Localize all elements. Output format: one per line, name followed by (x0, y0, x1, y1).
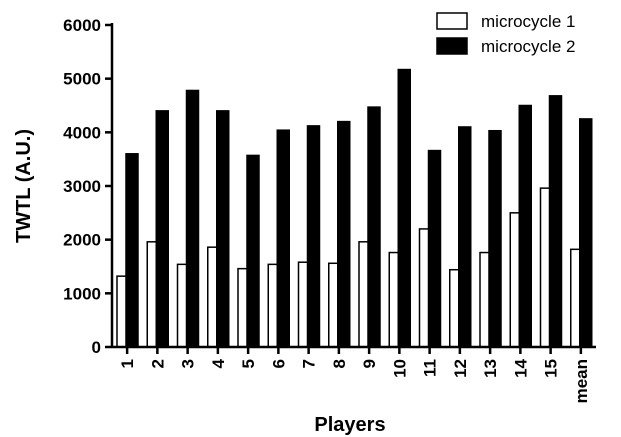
bar-microcycle-2-1 (125, 153, 139, 348)
bar-microcycle-2-6 (276, 129, 290, 348)
x-tick-label-mean: mean (572, 359, 591, 403)
x-tick-label-6: 6 (269, 359, 288, 368)
bar-microcycle-2-5 (246, 154, 260, 348)
bar-microcycle-2-9 (367, 106, 381, 348)
bar-microcycle-2-10 (397, 68, 411, 348)
legend-label-microcycle-1: microcycle 1 (481, 12, 575, 31)
x-tick-label-5: 5 (239, 359, 258, 368)
y-tick-label-5000: 5000 (63, 70, 101, 89)
x-tick-label-8: 8 (330, 359, 349, 368)
x-tick-label-9: 9 (360, 359, 379, 368)
bar-microcycle-2-13 (488, 129, 502, 348)
x-tick-label-3: 3 (179, 359, 198, 368)
bar-microcycle-2-12 (458, 126, 472, 348)
bar-microcycle-2-11 (427, 149, 442, 348)
y-ticks: 0 1000 2000 3000 4000 5000 6000 (63, 16, 112, 357)
x-tick-label-11: 11 (421, 359, 440, 377)
bar-microcycle-2-4 (216, 110, 230, 348)
x-tick-label-13: 13 (481, 359, 500, 378)
y-tick-label-1000: 1000 (63, 284, 101, 303)
y-tick-label-6000: 6000 (63, 16, 101, 35)
bar-microcycle-2-mean (579, 118, 593, 348)
bars-layer (116, 68, 593, 348)
x-tick-label-4: 4 (209, 358, 228, 368)
x-ticks: 1 2 3 4 5 6 7 8 9 10 11 12 13 14 15 mean (118, 347, 591, 403)
y-tick-label-0: 0 (92, 338, 101, 357)
legend: microcycle 1 microcycle 2 (436, 12, 575, 56)
x-tick-label-1: 1 (118, 359, 137, 368)
x-tick-label-12: 12 (451, 359, 470, 378)
y-axis-title: TWTL (A.U.) (13, 129, 35, 243)
y-tick-label-4000: 4000 (63, 123, 101, 142)
x-tick-label-2: 2 (148, 359, 167, 368)
bar-microcycle-2-15 (548, 95, 563, 348)
y-tick-label-2000: 2000 (63, 231, 101, 250)
bar-microcycle-2-8 (337, 120, 351, 348)
legend-swatch-microcycle-2 (436, 37, 468, 55)
bar-microcycle-2-7 (306, 125, 321, 348)
x-tick-label-15: 15 (542, 359, 561, 378)
legend-label-microcycle-2: microcycle 2 (481, 37, 575, 56)
bar-microcycle-2-2 (155, 110, 169, 348)
x-tick-label-10: 10 (390, 359, 409, 378)
bar-microcycle-2-3 (185, 89, 200, 348)
x-tick-label-7: 7 (300, 359, 319, 368)
legend-swatch-microcycle-1 (436, 12, 468, 30)
x-tick-label-14: 14 (511, 358, 530, 377)
x-axis-title: Players (314, 414, 385, 436)
bar-microcycle-2-14 (518, 104, 532, 348)
y-tick-label-3000: 3000 (63, 177, 101, 196)
